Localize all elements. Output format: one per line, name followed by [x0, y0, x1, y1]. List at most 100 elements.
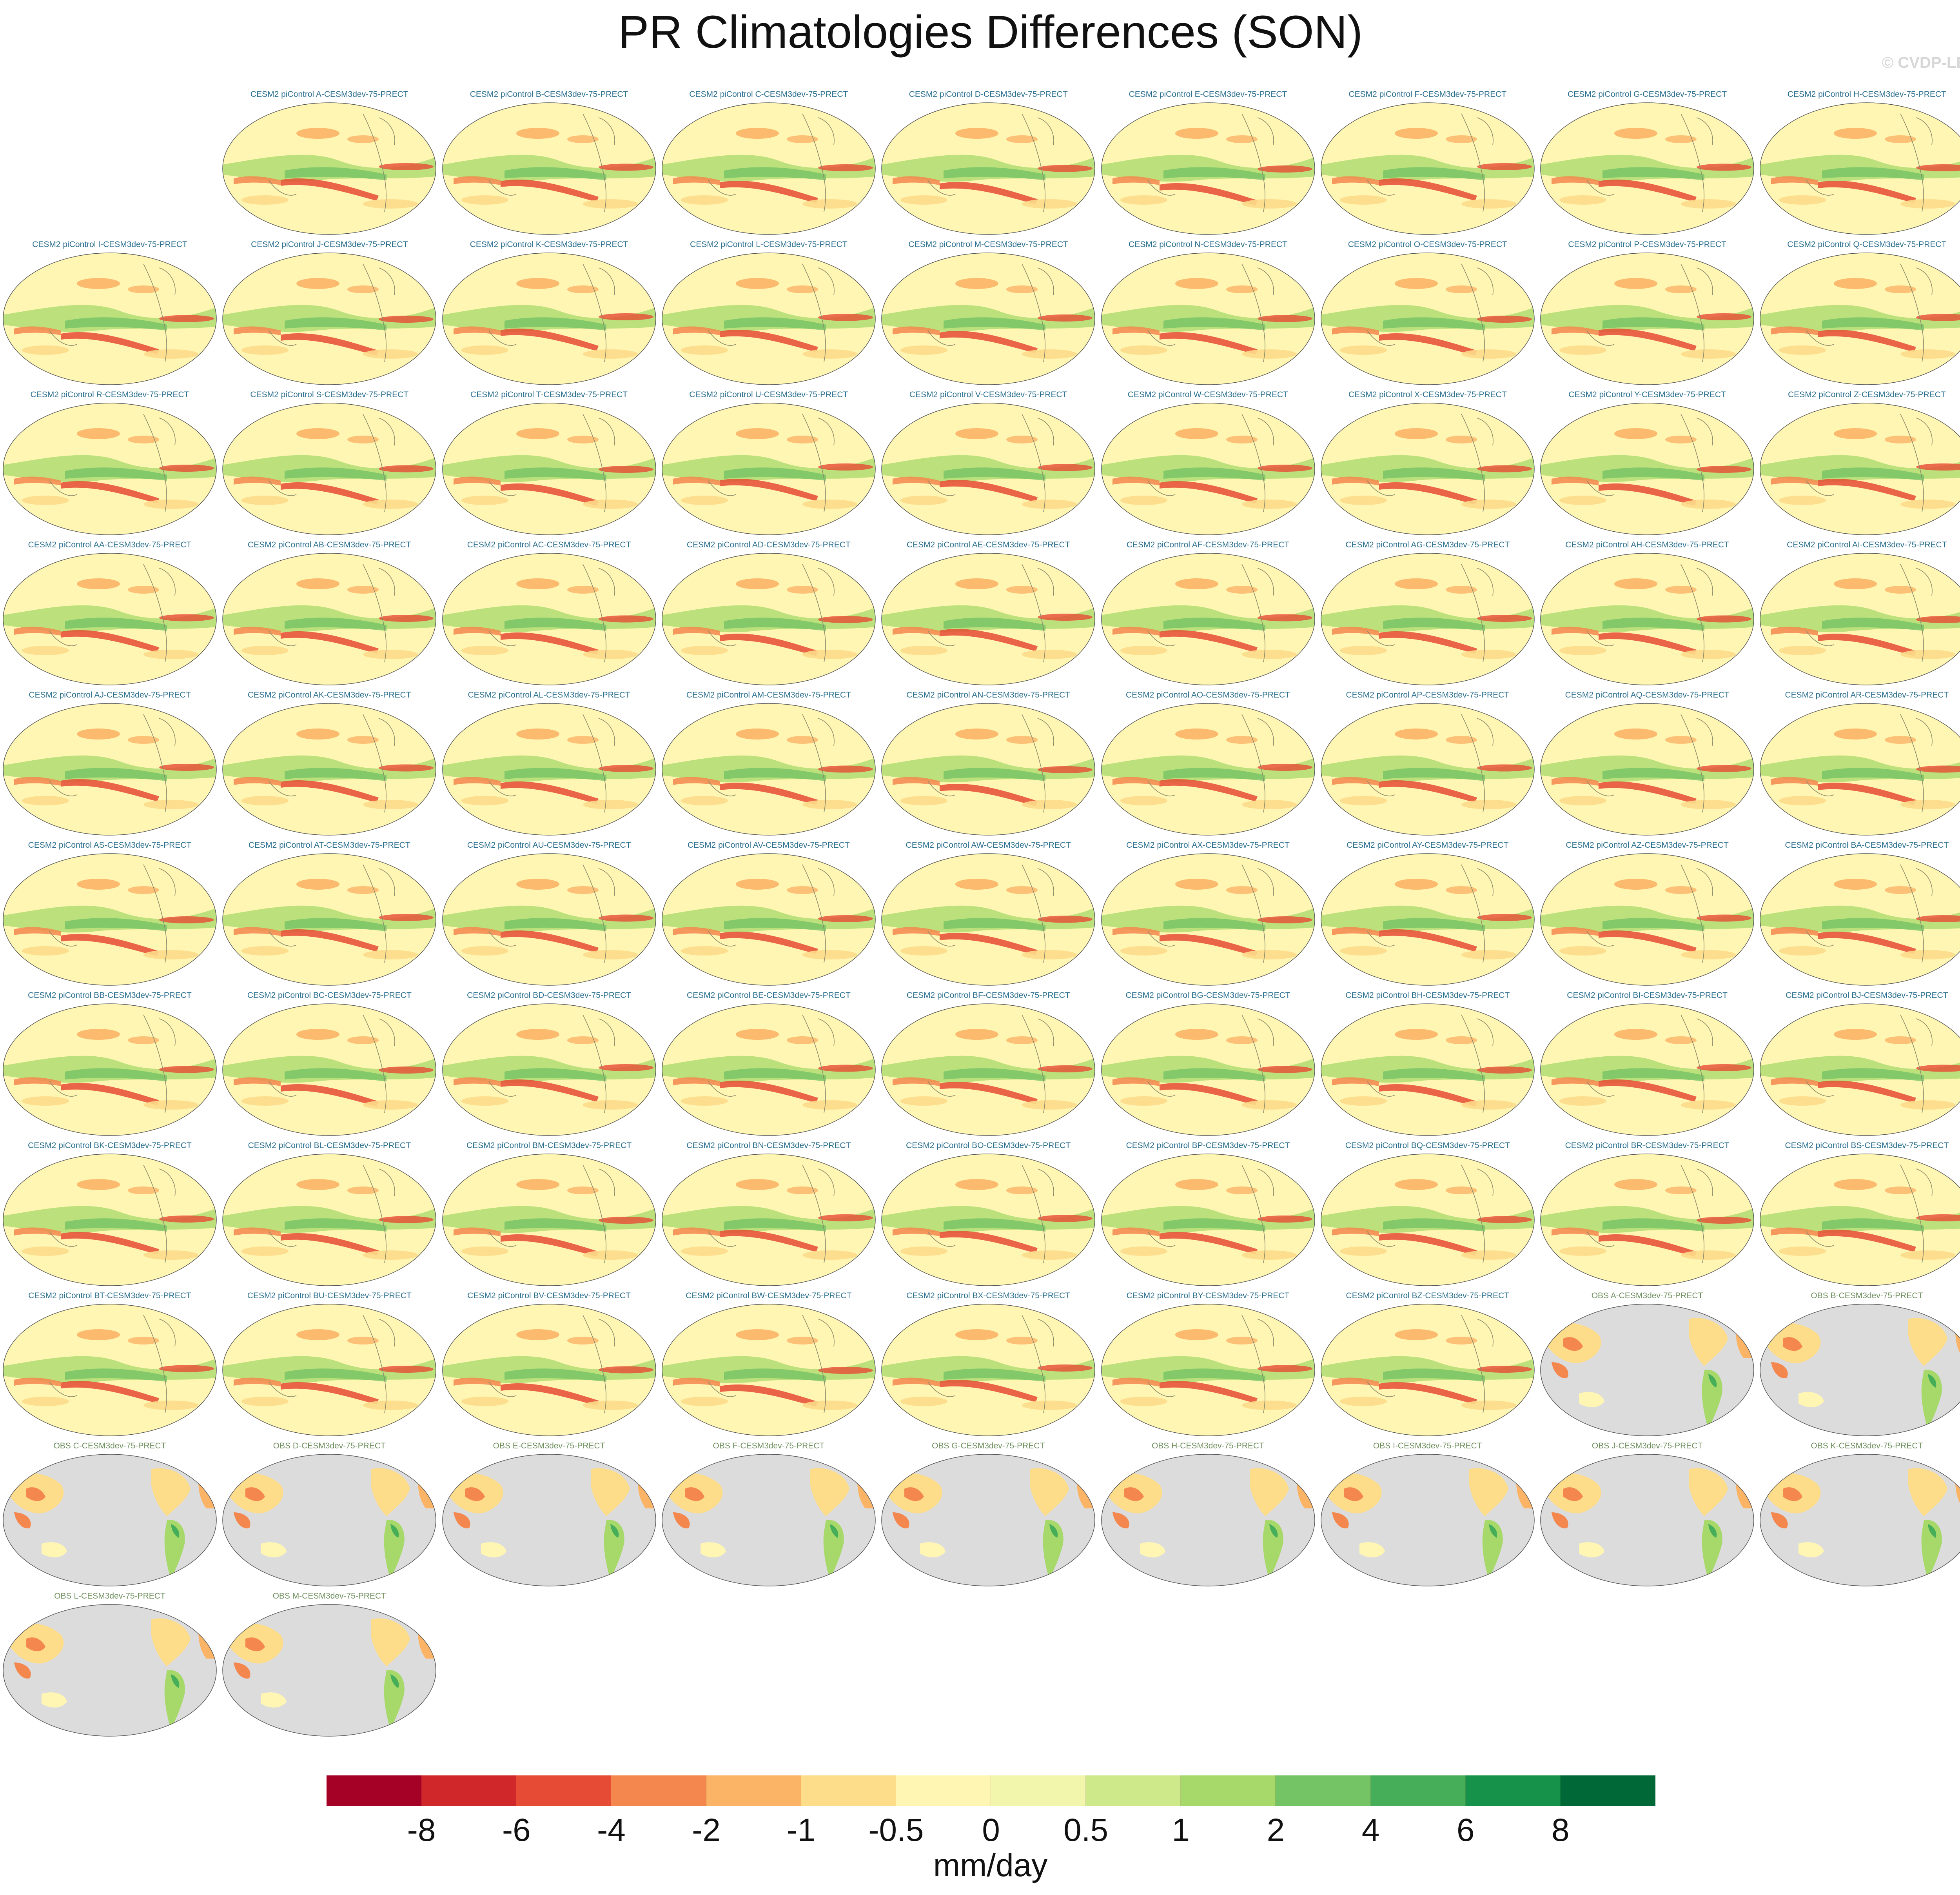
panel-title: CESM2 piControl AA-CESM3dev-75-PRECT — [28, 540, 192, 549]
colorbar-tick-label: 2 — [1267, 1812, 1285, 1848]
colorbar-swatch — [327, 1775, 422, 1806]
obs-panel: OBS K-CESM3dev-75-PRECT — [1757, 1441, 1960, 1588]
model-panel: CESM2 piControl U-CESM3dev-75-PRECT — [659, 390, 878, 537]
difference-map — [3, 1604, 217, 1737]
panel-title: OBS M-CESM3dev-75-PRECT — [272, 1592, 386, 1601]
panel-title: CESM2 piControl B-CESM3dev-75-PRECT — [470, 90, 628, 99]
difference-map — [442, 853, 656, 986]
difference-map — [1321, 1454, 1535, 1586]
difference-map — [222, 703, 437, 836]
difference-map — [1101, 703, 1315, 836]
model-panel: CESM2 piControl BS-CESM3dev-75-PRECT — [1757, 1141, 1960, 1288]
panel-title: CESM2 piControl BZ-CESM3dev-75-PRECT — [1346, 1291, 1510, 1300]
model-panel: CESM2 piControl R-CESM3dev-75-PRECT — [0, 390, 220, 537]
difference-map — [1321, 553, 1535, 685]
difference-map — [1760, 703, 1960, 836]
panel-title: OBS I-CESM3dev-75-PRECT — [1373, 1441, 1482, 1450]
panel-title: CESM2 piControl D-CESM3dev-75-PRECT — [909, 90, 1068, 99]
colorbar-tick-label: -6 — [502, 1812, 531, 1848]
panel-title: CESM2 piControl BB-CESM3dev-75-PRECT — [28, 991, 192, 1000]
model-panel: CESM2 piControl BJ-CESM3dev-75-PRECT — [1757, 990, 1960, 1137]
model-panel: CESM2 piControl W-CESM3dev-75-PRECT — [1098, 390, 1318, 537]
model-panel: CESM2 piControl BR-CESM3dev-75-PRECT — [1537, 1141, 1757, 1288]
model-panel: CESM2 piControl AF-CESM3dev-75-PRECT — [1098, 540, 1318, 687]
model-panel: CESM2 piControl BZ-CESM3dev-75-PRECT — [1318, 1291, 1537, 1438]
panel-title: CESM2 piControl S-CESM3dev-75-PRECT — [250, 390, 409, 399]
colorbar-tick-label: -2 — [692, 1812, 721, 1848]
model-panel: CESM2 piControl BI-CESM3dev-75-PRECT — [1537, 990, 1757, 1137]
colorbar-swatch — [991, 1775, 1086, 1806]
panel-title: CESM2 piControl BP-CESM3dev-75-PRECT — [1126, 1141, 1290, 1150]
panel-title: CESM2 piControl BC-CESM3dev-75-PRECT — [247, 991, 412, 1000]
model-panel: CESM2 piControl AR-CESM3dev-75-PRECT — [1757, 690, 1960, 837]
model-panel: CESM2 piControl BQ-CESM3dev-75-PRECT — [1318, 1141, 1537, 1288]
panel-title: CESM2 piControl BJ-CESM3dev-75-PRECT — [1786, 991, 1948, 1000]
colorbar-tick-label: 1 — [1172, 1812, 1190, 1848]
panel-title: CESM2 piControl BL-CESM3dev-75-PRECT — [248, 1141, 411, 1150]
model-panel: CESM2 piControl BH-CESM3dev-75-PRECT — [1318, 990, 1537, 1137]
model-panel: CESM2 piControl BD-CESM3dev-75-PRECT — [439, 990, 659, 1137]
panel-title: CESM2 piControl U-CESM3dev-75-PRECT — [689, 390, 848, 399]
obs-panel: OBS B-CESM3dev-75-PRECT — [1757, 1291, 1960, 1438]
model-panel: CESM2 piControl BY-CESM3dev-75-PRECT — [1098, 1291, 1318, 1438]
difference-map — [442, 703, 656, 836]
model-panel: CESM2 piControl H-CESM3dev-75-PRECT — [1757, 89, 1960, 236]
difference-map — [222, 1604, 437, 1737]
model-panel: CESM2 piControl AL-CESM3dev-75-PRECT — [439, 690, 659, 837]
panel-title: OBS L-CESM3dev-75-PRECT — [54, 1592, 165, 1601]
panel-title: CESM2 piControl AE-CESM3dev-75-PRECT — [906, 540, 1070, 549]
colorbar-tick-label: -4 — [597, 1812, 626, 1848]
model-panel: CESM2 piControl X-CESM3dev-75-PRECT — [1318, 390, 1537, 537]
panel-title: CESM2 piControl BX-CESM3dev-75-PRECT — [906, 1291, 1071, 1300]
panel-title: CESM2 piControl AX-CESM3dev-75-PRECT — [1126, 841, 1290, 850]
panel-title: CESM2 piControl AI-CESM3dev-75-PRECT — [1787, 540, 1947, 549]
panel-title: CESM2 piControl AM-CESM3dev-75-PRECT — [686, 690, 851, 699]
panel-title: CESM2 piControl BD-CESM3dev-75-PRECT — [467, 991, 632, 1000]
model-panel: CESM2 piControl D-CESM3dev-75-PRECT — [878, 89, 1098, 236]
model-panel: CESM2 piControl AN-CESM3dev-75-PRECT — [878, 690, 1098, 837]
difference-map — [881, 553, 1095, 685]
colorbar-tick-label: 8 — [1552, 1812, 1570, 1848]
difference-map — [1321, 102, 1535, 235]
difference-map — [662, 853, 876, 986]
panel-title: CESM2 piControl BT-CESM3dev-75-PRECT — [28, 1291, 191, 1300]
colorbar-swatch — [1465, 1775, 1561, 1806]
colorbar-tick-label: -1 — [787, 1812, 816, 1848]
panel-title: CESM2 piControl Z-CESM3dev-75-PRECT — [1788, 390, 1946, 399]
difference-map — [1760, 1304, 1960, 1436]
panel-title: OBS G-CESM3dev-75-PRECT — [932, 1441, 1045, 1450]
panel-title: CESM2 piControl AG-CESM3dev-75-PRECT — [1345, 540, 1510, 549]
difference-map — [442, 1304, 656, 1436]
obs-panel: OBS H-CESM3dev-75-PRECT — [1098, 1441, 1318, 1588]
model-panel: CESM2 piControl I-CESM3dev-75-PRECT — [0, 240, 220, 387]
model-panel: CESM2 piControl BA-CESM3dev-75-PRECT — [1757, 840, 1960, 987]
panel-title: CESM2 piControl M-CESM3dev-75-PRECT — [908, 240, 1068, 249]
difference-map — [1321, 1304, 1535, 1436]
difference-map — [1760, 102, 1960, 235]
panel-title: CESM2 piControl BU-CESM3dev-75-PRECT — [247, 1291, 412, 1300]
panel-title: CESM2 piControl AK-CESM3dev-75-PRECT — [247, 690, 411, 699]
difference-map — [662, 1003, 876, 1136]
difference-map — [222, 253, 437, 385]
model-panel: CESM2 piControl BM-CESM3dev-75-PRECT — [439, 1141, 659, 1288]
colorbar-swatch — [611, 1775, 706, 1806]
obs-panel: OBS A-CESM3dev-75-PRECT — [1537, 1291, 1757, 1438]
model-panel: CESM2 piControl A-CESM3dev-75-PRECT — [220, 89, 439, 236]
difference-map — [1760, 403, 1960, 535]
model-panel: CESM2 piControl B-CESM3dev-75-PRECT — [439, 89, 659, 236]
difference-map — [3, 1003, 217, 1136]
panel-title: CESM2 piControl BH-CESM3dev-75-PRECT — [1345, 991, 1510, 1000]
panel-grid: CESM2 piControl A-CESM3dev-75-PRECT CESM2… — [0, 89, 1960, 1737]
difference-map — [881, 403, 1095, 535]
panel-title: CESM2 piControl L-CESM3dev-75-PRECT — [690, 240, 848, 249]
model-panel: CESM2 piControl V-CESM3dev-75-PRECT — [878, 390, 1098, 537]
model-panel: CESM2 piControl F-CESM3dev-75-PRECT — [1318, 89, 1537, 236]
difference-map — [1540, 403, 1754, 535]
panel-title: OBS F-CESM3dev-75-PRECT — [713, 1441, 825, 1450]
panel-title: CESM2 piControl AF-CESM3dev-75-PRECT — [1126, 540, 1290, 549]
colorbar-swatch — [896, 1775, 991, 1806]
model-panel: CESM2 piControl BF-CESM3dev-75-PRECT — [878, 990, 1098, 1137]
panel-title: CESM2 piControl BY-CESM3dev-75-PRECT — [1126, 1291, 1290, 1300]
colorbar-swatch — [1370, 1775, 1466, 1806]
panel-title: OBS A-CESM3dev-75-PRECT — [1591, 1291, 1703, 1300]
